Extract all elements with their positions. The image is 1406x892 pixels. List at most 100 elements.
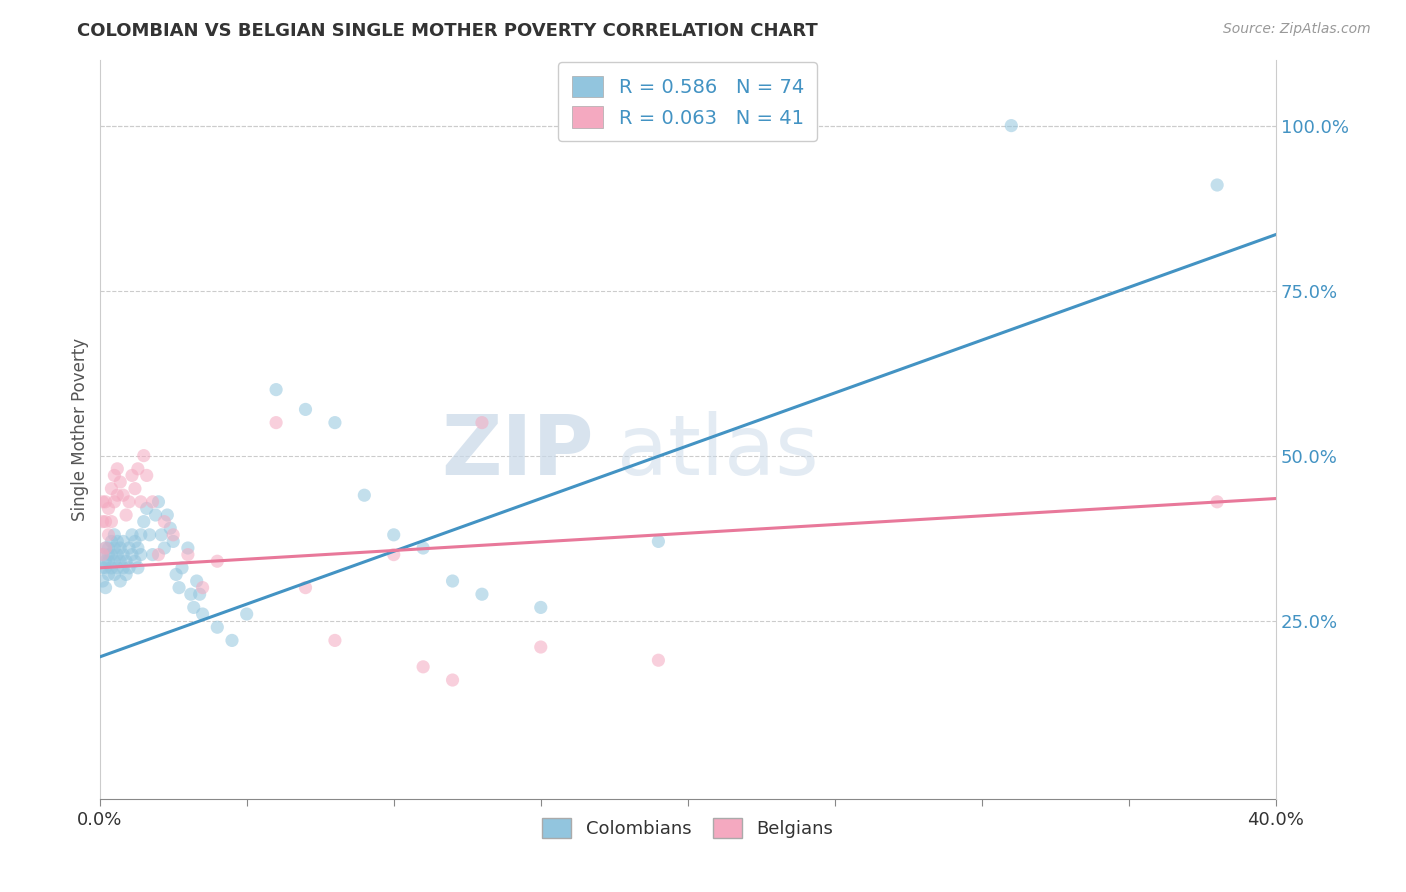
Point [647,534,669,549]
Point [1000,119,1022,133]
Point [121,548,143,562]
Point [100,534,122,549]
Point [412,660,434,674]
Point [441,574,464,588]
Point [188,587,211,601]
Point [1206,495,1229,509]
Point [441,673,464,687]
Point [156,508,179,522]
Point [112,534,135,549]
Point [471,587,494,601]
Point [124,554,146,568]
Text: atlas: atlas [617,411,818,491]
Point [153,541,176,555]
Point [177,548,200,562]
Point [105,488,128,502]
Point [91,574,114,588]
Point [135,501,157,516]
Point [97,548,120,562]
Point [150,528,173,542]
Point [1206,178,1229,192]
Point [221,633,243,648]
Point [103,468,125,483]
Point [323,633,346,648]
Point [118,561,141,575]
Legend: Colombians, Belgians: Colombians, Belgians [536,811,841,846]
Point [132,515,155,529]
Point [94,561,117,575]
Text: Source: ZipAtlas.com: Source: ZipAtlas.com [1223,22,1371,37]
Point [121,528,143,542]
Point [127,561,149,575]
Point [129,548,152,562]
Point [142,495,165,509]
Point [124,534,146,549]
Point [97,541,120,555]
Point [159,521,181,535]
Y-axis label: Single Mother Poverty: Single Mother Poverty [72,338,89,521]
Point [97,554,120,568]
Point [142,548,165,562]
Point [186,574,208,588]
Point [94,541,117,555]
Point [94,554,117,568]
Point [91,515,114,529]
Point [148,495,170,509]
Point [530,640,553,654]
Point [91,561,114,575]
Point [100,482,122,496]
Point [148,548,170,562]
Point [103,567,125,582]
Point [91,548,114,562]
Point [382,548,405,562]
Point [112,561,135,575]
Point [170,561,193,575]
Point [177,541,200,555]
Point [103,554,125,568]
Point [191,607,214,621]
Point [207,554,229,568]
Point [530,600,553,615]
Point [118,495,141,509]
Point [110,574,132,588]
Point [145,508,167,522]
Point [94,515,117,529]
Point [183,600,205,615]
Point [103,495,125,509]
Point [94,495,117,509]
Point [100,515,122,529]
Point [127,462,149,476]
Point [353,488,375,502]
Point [138,528,160,542]
Point [91,548,114,562]
Point [103,528,125,542]
Point [471,416,494,430]
Point [382,528,405,542]
Point [180,587,202,601]
Point [132,449,155,463]
Point [103,541,125,555]
Point [105,462,128,476]
Text: ZIP: ZIP [441,411,593,491]
Point [112,548,135,562]
Point [323,416,346,430]
Point [105,548,128,562]
Text: COLOMBIAN VS BELGIAN SINGLE MOTHER POVERTY CORRELATION CHART: COLOMBIAN VS BELGIAN SINGLE MOTHER POVER… [77,22,818,40]
Point [97,567,120,582]
Point [207,620,229,634]
Point [264,383,287,397]
Point [112,488,135,502]
Point [412,541,434,555]
Point [97,501,120,516]
Point [115,567,138,582]
Point [162,528,184,542]
Point [294,581,316,595]
Point [100,548,122,562]
Point [91,495,114,509]
Point [124,482,146,496]
Point [110,554,132,568]
Point [162,534,184,549]
Point [129,528,152,542]
Point [264,416,287,430]
Point [167,581,190,595]
